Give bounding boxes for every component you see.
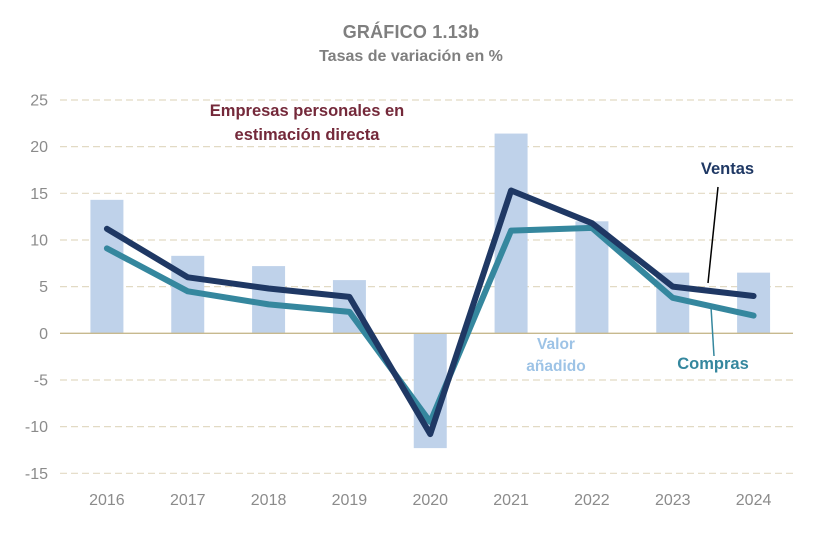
line-compras bbox=[103, 224, 757, 425]
chart-subtitle: Tasas de variación en % bbox=[319, 48, 503, 65]
series-label-compras: Compras bbox=[677, 355, 749, 373]
ventas-leader-line bbox=[707, 186, 719, 284]
annotation-line1: Empresas personales en bbox=[209, 102, 405, 120]
x-tick-label-2019: 2019 bbox=[332, 492, 368, 509]
annotation-empresas-personales: Empresas personales en estimación direct… bbox=[157, 99, 457, 147]
y-tick-label-0: 0 bbox=[39, 326, 48, 343]
valor-label-line1: Valor bbox=[537, 336, 575, 353]
x-tick-label-2018: 2018 bbox=[251, 492, 287, 509]
y-tick-label-25: 25 bbox=[30, 92, 48, 109]
bar-valor-anadido-2016 bbox=[90, 199, 124, 334]
x-tick-label-2023: 2023 bbox=[655, 492, 691, 509]
valor-label-line2: añadido bbox=[526, 358, 586, 375]
y-tick-label--10: -10 bbox=[25, 419, 48, 436]
y-tick-label--5: -5 bbox=[34, 372, 48, 389]
bar-valor-anadido-2024 bbox=[737, 272, 771, 334]
x-tick-label-2024: 2024 bbox=[736, 492, 772, 509]
compras-leader-line bbox=[710, 306, 715, 357]
series-label-ventas: Ventas bbox=[700, 160, 755, 178]
y-tick-label--15: -15 bbox=[25, 466, 48, 483]
x-tick-label-2016: 2016 bbox=[89, 492, 125, 509]
x-tick-label-2020: 2020 bbox=[412, 492, 448, 509]
y-tick-label-15: 15 bbox=[30, 186, 48, 203]
y-tick-label-10: 10 bbox=[30, 232, 48, 249]
chart-title: GRÁFICO 1.13b bbox=[342, 22, 480, 42]
series-label-valor-anadido: Valor añadido bbox=[506, 334, 606, 378]
annotation-line2: estimación directa bbox=[234, 126, 380, 144]
x-tick-label-2022: 2022 bbox=[574, 492, 610, 509]
x-tick-label-2017: 2017 bbox=[170, 492, 206, 509]
line-ventas bbox=[103, 187, 757, 438]
x-tick-label-2021: 2021 bbox=[493, 492, 529, 509]
y-tick-label-20: 20 bbox=[30, 139, 48, 156]
y-tick-label-5: 5 bbox=[39, 279, 48, 296]
